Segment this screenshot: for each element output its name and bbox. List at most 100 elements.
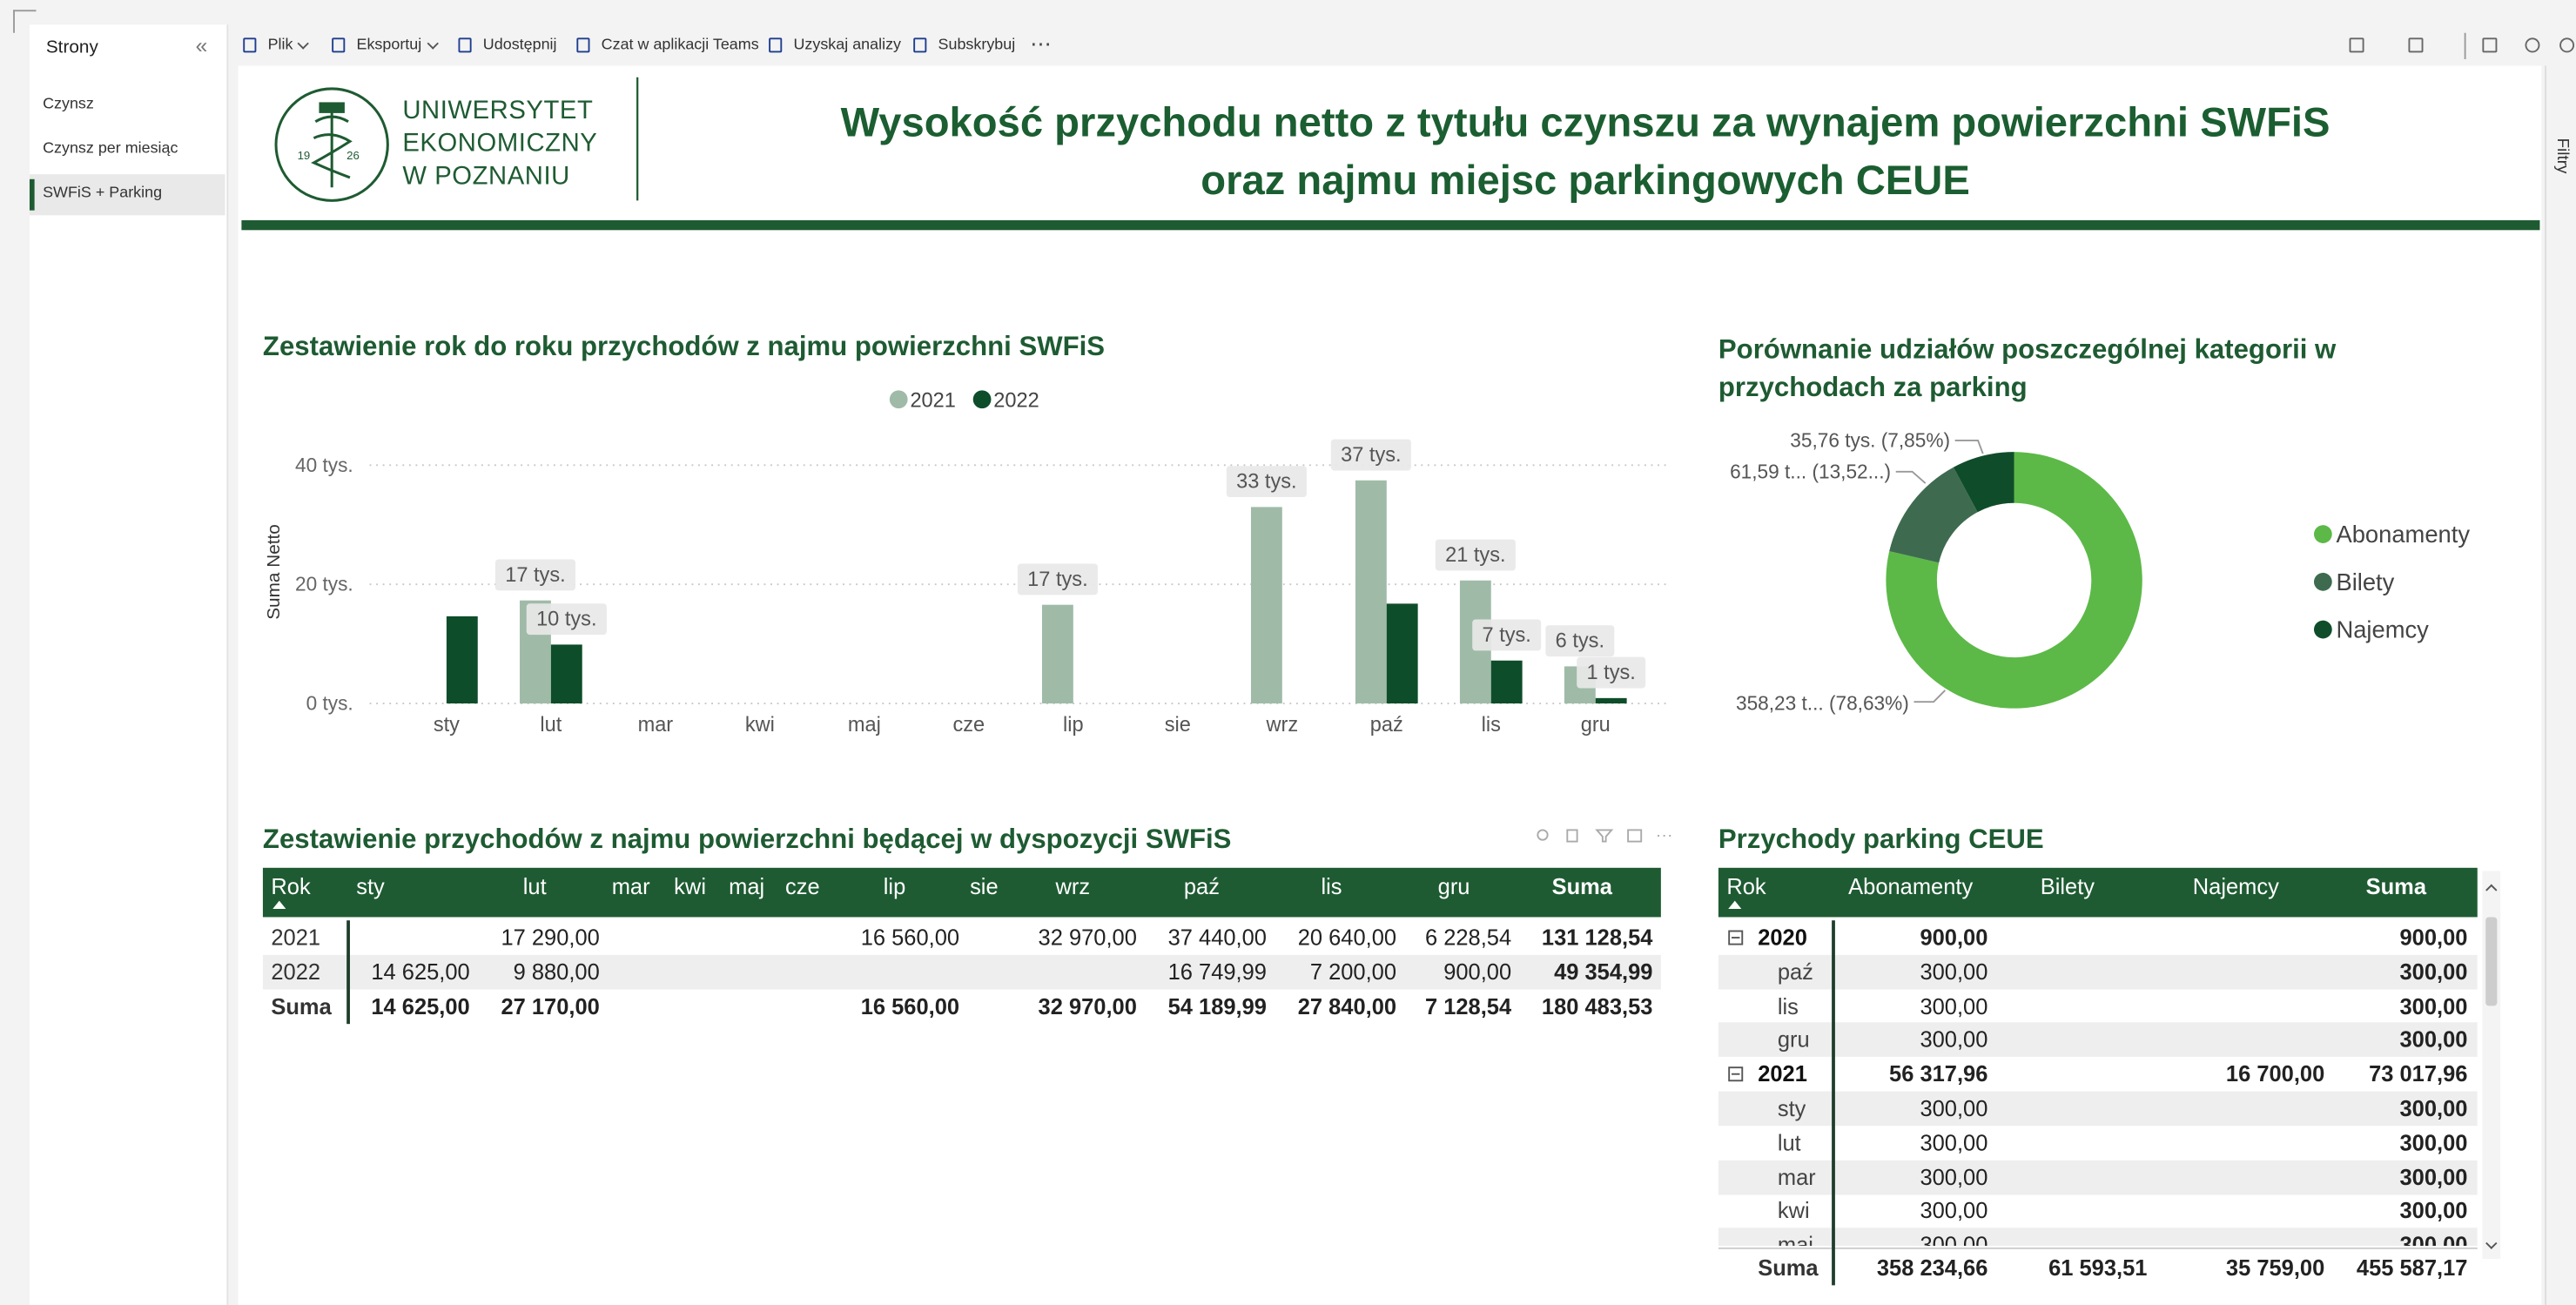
row-band — [1718, 954, 2478, 990]
table-cell: 73 017,96 — [2369, 1061, 2468, 1087]
matrix-body: 2020 900,00 900,00 paź 300,00 300,00 lis 300,00… — [1718, 920, 2478, 1247]
table-cell: Suma — [271, 994, 332, 1019]
table-cell: 49 354,99 — [1554, 959, 1653, 985]
toolbar-icon-right[interactable] — [2408, 37, 2424, 53]
column-header[interactable]: gru — [1437, 874, 1470, 899]
scroll-down[interactable] — [2485, 1237, 2498, 1249]
x-tick-label: sie — [1165, 713, 1191, 736]
total-rule — [1718, 1247, 2478, 1249]
pages-title: Strony — [45, 37, 98, 58]
data-label-bg — [1435, 539, 1516, 571]
logo-year: 19 — [297, 151, 311, 163]
sort-indicator — [1728, 900, 1742, 910]
toolbar-icon — [243, 37, 257, 53]
toolbar-more[interactable]: ⋯ — [1030, 30, 1052, 57]
bar — [1490, 660, 1523, 704]
column-header[interactable]: lip — [883, 874, 906, 899]
logo — [274, 87, 389, 202]
copy-icon[interactable] — [1566, 829, 1578, 843]
y-axis-title: Suma Netto — [264, 524, 284, 620]
column-header[interactable]: sie — [970, 874, 999, 899]
row-band — [1718, 1091, 2478, 1127]
logo-line: UNIWERSYTET — [402, 97, 594, 125]
page-tab-label: Czynsz per miesiąc — [43, 139, 178, 158]
table-cell: 300,00 — [2399, 1164, 2468, 1190]
focus-icon[interactable] — [1627, 829, 1643, 843]
legend-swatch — [972, 390, 992, 409]
page-tab[interactable]: Czynsz per miesiąc — [30, 130, 225, 171]
column-header[interactable]: Suma — [1551, 874, 1612, 899]
column-header[interactable]: maj — [729, 874, 765, 899]
column-header[interactable]: Rok — [1726, 874, 1766, 899]
table-cell: 7 128,54 — [1424, 994, 1512, 1019]
column-header[interactable]: paź — [1183, 874, 1220, 899]
filter-icon[interactable] — [1595, 829, 1614, 843]
toolbar-icon-right[interactable] — [2559, 37, 2575, 53]
chart-title: Zestawienie rok do roku przychodów z naj… — [262, 332, 1106, 362]
matrix-header — [1718, 867, 2478, 918]
collapse-icon[interactable] — [1728, 1066, 1744, 1082]
table-cell: 300,00 — [1920, 993, 1988, 1019]
corner-mark — [13, 10, 15, 33]
data-label-bg — [1330, 439, 1411, 471]
group-label: 2021 — [1758, 1061, 1807, 1087]
column-header[interactable]: Bilety — [2040, 874, 2095, 899]
column-header[interactable]: wrz — [1055, 874, 1091, 899]
logo-line: W POZNANIU — [402, 162, 570, 191]
table-cell: 900,00 — [1443, 959, 1512, 985]
table-cell: 54 189,99 — [1167, 994, 1267, 1019]
bar — [550, 644, 582, 704]
column-header[interactable]: lut — [522, 874, 547, 899]
column-header[interactable]: Suma — [2365, 874, 2427, 899]
column-header[interactable]: cze — [785, 874, 820, 899]
toolbar-icon-right[interactable] — [2482, 37, 2498, 53]
donut-slice — [1886, 452, 2142, 709]
column-header[interactable]: Rok — [271, 874, 311, 899]
row-band — [1718, 1023, 2478, 1058]
bar — [446, 616, 478, 704]
matrix-header — [262, 867, 1661, 918]
data-label-bg — [1545, 625, 1615, 657]
leader-line — [1954, 440, 1984, 454]
slice-label: 61,59 t... (13,52...) — [1730, 460, 1891, 482]
scroll-up[interactable] — [2485, 884, 2498, 896]
legend-swatch — [2313, 620, 2332, 639]
toolbar-icon-right[interactable] — [2525, 37, 2540, 53]
column-header[interactable]: mar — [611, 874, 650, 899]
scrollbar[interactable] — [2482, 871, 2501, 1260]
table-cell: 27 170,00 — [501, 994, 600, 1019]
table-cell: 300,00 — [2399, 1130, 2468, 1155]
pane-divider — [2545, 65, 2547, 1305]
page-tab[interactable]: SWFiS + Parking — [29, 174, 225, 216]
row-label: kwi — [1777, 1199, 1810, 1224]
toolbar-label: Eksportuj — [356, 36, 422, 55]
column-header[interactable]: lis — [1321, 874, 1342, 899]
total-cell: Suma — [1758, 1255, 1819, 1281]
row-label: gru — [1777, 1027, 1810, 1053]
collapse-button[interactable]: « — [195, 32, 208, 58]
column-header[interactable]: Abonamenty — [1848, 874, 1974, 899]
table-cell: 900,00 — [2399, 925, 2468, 951]
table-cell: 300,00 — [1920, 1233, 1988, 1247]
collapse-icon-minus — [1732, 937, 1740, 938]
scroll-thumb[interactable] — [2485, 917, 2498, 1006]
column-header[interactable]: Najemcy — [2192, 874, 2279, 899]
toolbar-icon-right[interactable] — [2349, 37, 2364, 53]
page-tab[interactable]: Czynsz — [30, 85, 225, 126]
table-cell: 2021 — [271, 925, 321, 951]
data-label: 7 tys. — [1483, 623, 1531, 646]
column-header[interactable]: sty — [356, 874, 385, 899]
x-tick-label: maj — [848, 713, 881, 736]
x-tick-label: sty — [434, 713, 460, 736]
x-tick-label: wrz — [1265, 713, 1298, 736]
row-label: sty — [1777, 1096, 1806, 1121]
row-label: lis — [1777, 993, 1799, 1019]
pin-icon[interactable] — [1537, 829, 1549, 841]
y-tick-label: 40 tys. — [295, 454, 353, 476]
column-header[interactable]: kwi — [674, 874, 706, 899]
logo-hat — [319, 102, 345, 113]
collapse-icon[interactable] — [1728, 930, 1744, 945]
